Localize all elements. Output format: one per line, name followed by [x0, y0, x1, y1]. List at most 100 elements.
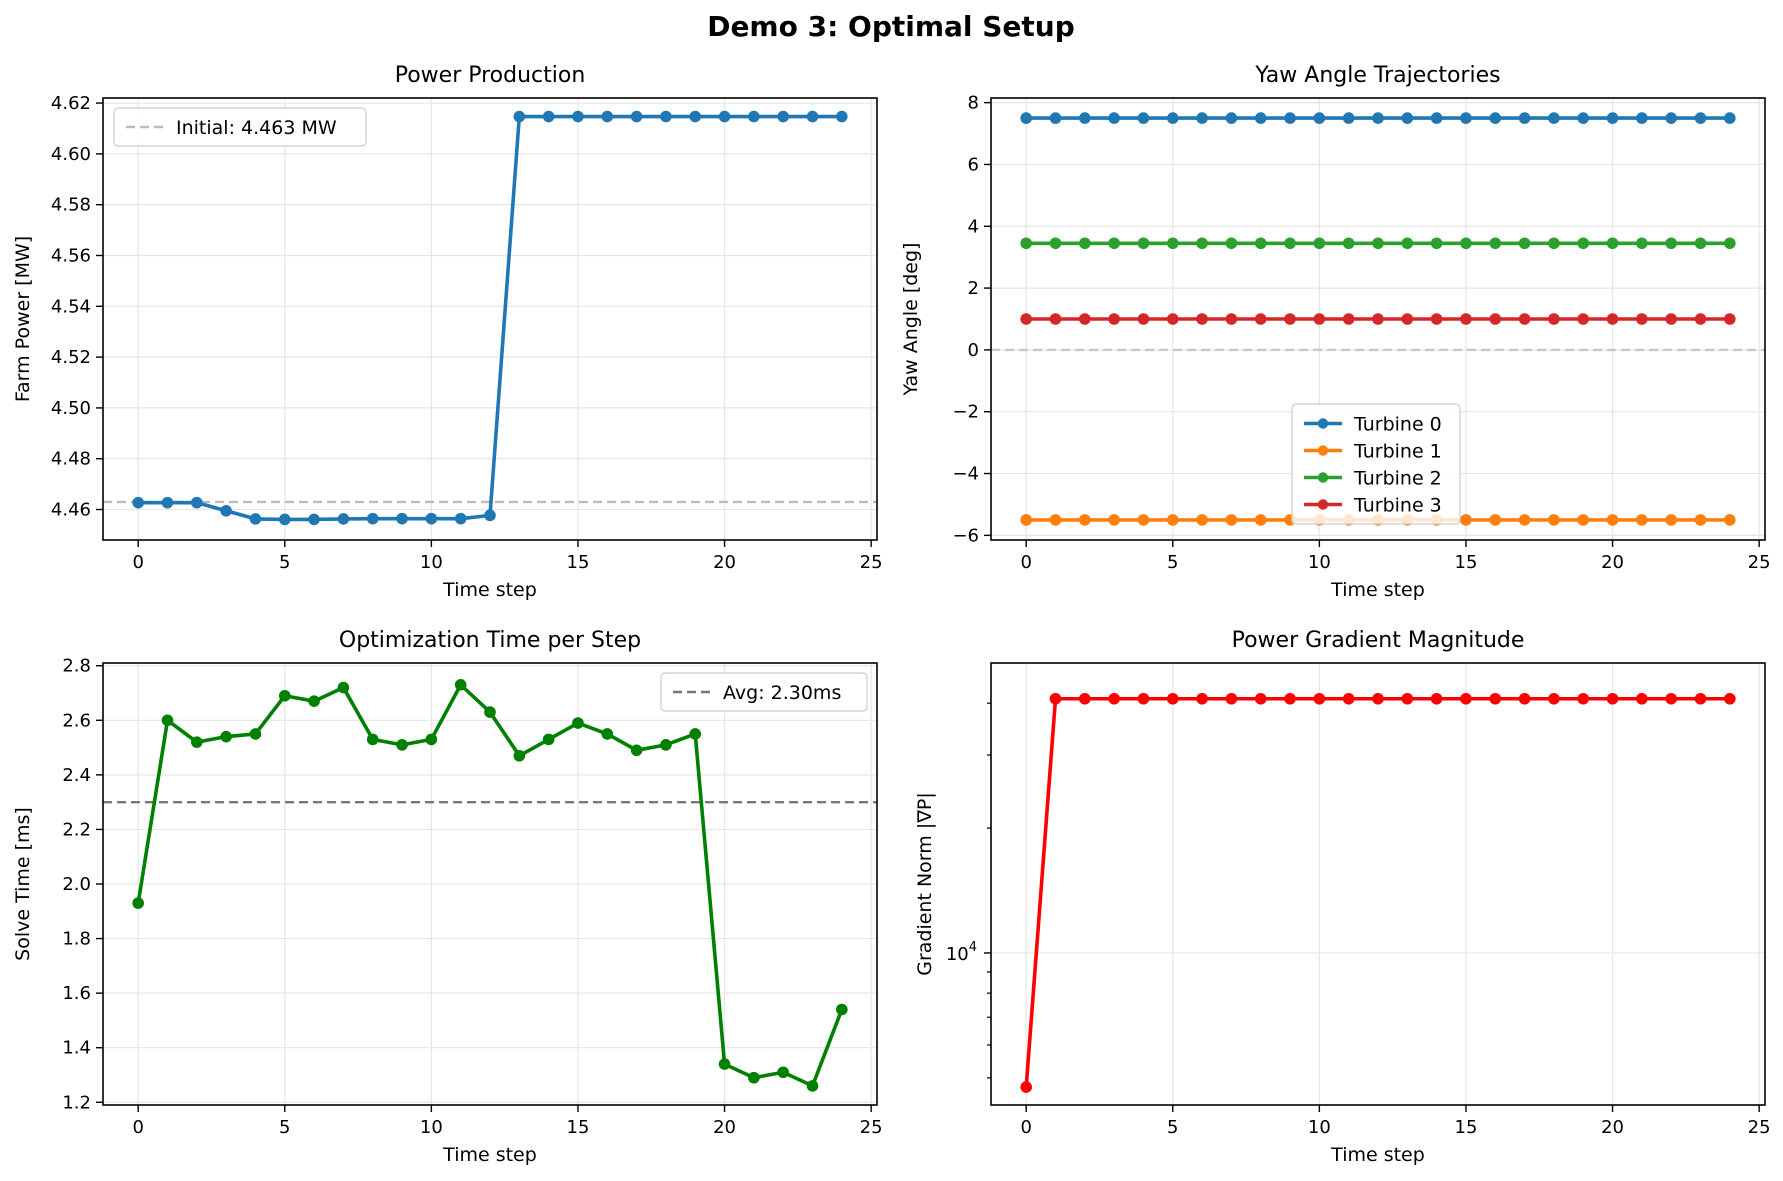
data-point	[1313, 112, 1326, 124]
y-axis-label: Gradient Norm |∇P|	[914, 792, 936, 976]
data-point	[1079, 112, 1091, 124]
data-point	[777, 110, 789, 123]
data-point	[1606, 237, 1619, 250]
data-point	[1313, 237, 1326, 250]
data-point	[1284, 692, 1296, 705]
data-point	[1665, 112, 1677, 124]
data-point	[1694, 514, 1707, 526]
data-point	[1049, 237, 1062, 250]
data-point	[1166, 112, 1179, 124]
data-point	[1372, 112, 1384, 124]
data-point	[454, 679, 467, 691]
x-tick-label: 25	[860, 1117, 883, 1138]
data-point	[689, 728, 702, 740]
axes-title: Optimization Time per Step	[339, 628, 641, 653]
data-point	[1079, 514, 1091, 526]
data-point	[1636, 237, 1648, 250]
data-point	[1460, 237, 1472, 250]
legend-box	[660, 672, 868, 712]
data-point	[572, 110, 584, 123]
data-point	[718, 1058, 731, 1070]
data-point	[689, 110, 702, 123]
legend-label: Initial: 4.463 MW	[176, 117, 337, 139]
data-point	[1606, 514, 1619, 526]
y-axis-label: Yaw Angle [deg]	[900, 243, 922, 397]
data-point	[1137, 514, 1150, 526]
y-tick-label: 4.56	[51, 245, 91, 266]
data-point	[513, 110, 526, 123]
figure-title: Demo 3: Optimal Setup	[707, 10, 1075, 43]
legend-marker	[1317, 472, 1329, 483]
data-point	[1137, 692, 1150, 705]
data-point	[1548, 514, 1560, 526]
data-point	[1254, 237, 1267, 250]
x-axis-label: Time step	[1330, 579, 1425, 601]
x-tick-label: 10	[420, 552, 443, 573]
data-point	[836, 110, 848, 123]
y-tick-label: 4.60	[51, 144, 91, 165]
data-point	[308, 695, 320, 707]
data-point	[1254, 692, 1267, 705]
data-point	[1166, 692, 1179, 705]
data-point	[1137, 313, 1150, 325]
data-point	[1460, 692, 1472, 705]
data-point	[220, 730, 232, 743]
data-point	[1489, 692, 1502, 705]
data-point	[1196, 112, 1208, 124]
data-point	[1489, 514, 1502, 526]
x-tick-label: 15	[1455, 552, 1478, 573]
x-tick-label: 25	[860, 552, 883, 573]
data-point	[1636, 112, 1648, 124]
data-point	[1430, 313, 1443, 325]
data-point	[1548, 692, 1560, 705]
data-point	[1518, 112, 1531, 124]
data-point	[1401, 313, 1414, 325]
data-point	[748, 110, 760, 123]
data-point	[1636, 514, 1648, 526]
y-tick-label: 4.54	[51, 296, 91, 317]
legend-marker	[1317, 445, 1329, 456]
data-point	[1137, 237, 1150, 250]
data-point	[1636, 692, 1648, 705]
data-point	[718, 110, 731, 123]
data-point	[1108, 112, 1120, 124]
data-point	[1372, 313, 1384, 325]
x-tick-label: 5	[279, 1117, 290, 1138]
y-tick-label: 8	[968, 93, 979, 114]
x-tick-label: 10	[420, 1117, 443, 1138]
data-point	[191, 496, 203, 509]
legend-marker	[1317, 418, 1329, 429]
y-tick-label: −2	[952, 402, 979, 423]
data-point	[278, 513, 291, 526]
data-point	[396, 512, 408, 525]
chart-power: 0 5 10 15 20 25 4.46 4.48 4.50 4.52 4.54 4.56 4.58 4.…	[12, 63, 883, 601]
x-tick-label: 25	[1748, 1117, 1771, 1138]
data-point	[1079, 313, 1091, 325]
data-point	[748, 1071, 760, 1084]
data-point	[1166, 313, 1179, 325]
data-point	[1518, 692, 1531, 705]
data-point	[1372, 692, 1384, 705]
data-point	[1342, 237, 1355, 250]
charts-container: 0 5 10 15 20 254.464.484.504.524.544.564.584.…	[12, 63, 1771, 1166]
data-point	[1694, 112, 1707, 124]
data-point	[1020, 514, 1032, 526]
data-point	[1694, 692, 1707, 705]
data-point	[1079, 692, 1091, 705]
data-point	[161, 496, 174, 509]
data-point	[1020, 313, 1032, 325]
x-axis-label: Time step	[442, 579, 537, 601]
x-tick-label: 5	[279, 552, 290, 573]
data-point	[1225, 237, 1238, 250]
data-point	[806, 110, 819, 123]
x-tick-label: 10	[1308, 552, 1331, 573]
data-point	[191, 736, 203, 748]
y-tick-label: −6	[952, 525, 979, 546]
data-point	[1254, 313, 1267, 325]
legend-box	[1291, 403, 1461, 525]
chart-yaw: 0 5 10 15 20 25 −6 −4 −2 0 2 4 6 8 Yaw Angle Trajector…	[900, 63, 1771, 601]
data-point	[630, 744, 643, 757]
data-point	[337, 513, 350, 525]
